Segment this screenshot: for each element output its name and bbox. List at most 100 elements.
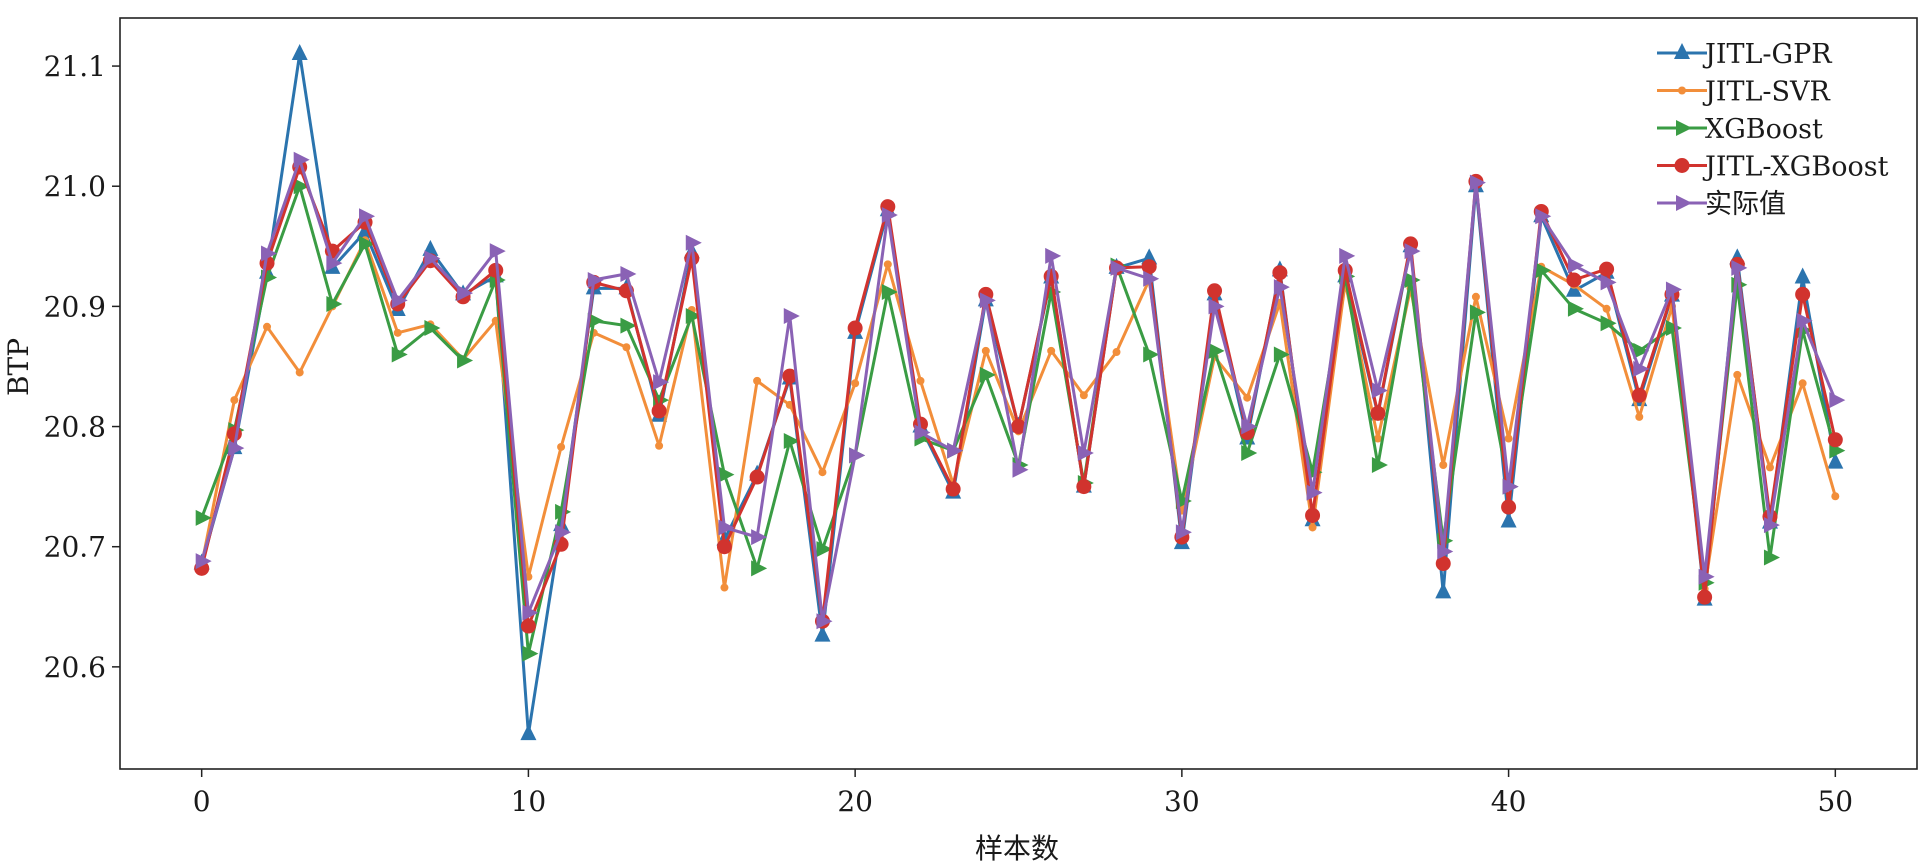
data-point-s4-21 [881, 207, 898, 224]
legend-label-0: JITL-GPR [1702, 39, 1832, 70]
data-point-s4-45 [1665, 281, 1682, 298]
data-point-s4-0 [195, 553, 212, 570]
legend-item-1: JITL-SVR [1657, 77, 1831, 108]
data-point-s4-2 [261, 245, 278, 262]
data-point-s3-18 [782, 368, 798, 384]
data-point-s2-33 [1273, 346, 1290, 363]
data-point-s1-44 [1635, 412, 1644, 421]
x-tick-label-50: 50 [1817, 785, 1853, 818]
data-point-s4-5 [359, 208, 376, 225]
y-axis: 20.6 20.7 20.8 20.9 21.0 21.1 [44, 50, 120, 684]
data-point-s2-24 [979, 366, 996, 383]
data-point-s1-13 [622, 343, 631, 352]
data-point-s4-35 [1339, 247, 1356, 264]
data-point-s4-42 [1567, 257, 1584, 274]
legend-marker-4 [1676, 195, 1692, 211]
data-point-s1-26 [1047, 346, 1056, 355]
data-point-s4-33 [1273, 279, 1290, 296]
series-line-4 [200, 158, 1837, 623]
data-point-s1-24 [981, 346, 990, 355]
data-point-s4-30 [1175, 524, 1192, 541]
data-point-s1-48 [1765, 463, 1774, 472]
data-point-s3-34 [1305, 507, 1321, 523]
data-point-s1-28 [1112, 348, 1121, 357]
data-point-s1-19 [818, 468, 827, 477]
data-point-s2-4 [326, 295, 343, 312]
legend-item-2: XGBoost [1657, 114, 1823, 145]
data-point-s1-3 [295, 368, 304, 377]
data-point-s4-16 [718, 519, 735, 536]
data-point-s3-10 [520, 618, 536, 634]
legend-item-0: JITL-GPR [1657, 39, 1832, 70]
data-point-s1-43 [1602, 304, 1611, 313]
plot-series-group [193, 44, 1846, 741]
x-tick-label-20: 20 [837, 785, 873, 818]
data-point-s2-36 [1371, 456, 1388, 473]
data-point-s1-49 [1798, 379, 1807, 388]
data-point-s4-10 [522, 604, 539, 621]
data-point-s4-48 [1763, 517, 1780, 534]
legend-marker-2 [1676, 120, 1692, 136]
data-point-s3-20 [847, 320, 863, 336]
y-tick-label-1: 20.7 [44, 531, 106, 564]
data-point-s4-1 [228, 440, 245, 457]
data-point-s0-50 [1827, 452, 1844, 469]
data-point-s4-26 [1045, 247, 1062, 264]
data-point-s0-3 [291, 44, 308, 61]
data-point-s2-31 [1208, 342, 1225, 359]
data-point-s1-34 [1308, 523, 1317, 532]
data-point-s4-20 [849, 447, 866, 464]
data-point-s4-17 [751, 529, 768, 546]
data-point-s4-15 [685, 234, 702, 251]
data-point-s3-38 [1435, 556, 1451, 572]
data-point-s3-23 [945, 481, 961, 497]
series-3 [194, 159, 1843, 634]
x-tick-label-30: 30 [1164, 785, 1200, 818]
data-point-s2-6 [391, 346, 408, 363]
data-point-s3-43 [1599, 261, 1615, 277]
series-line-0 [200, 52, 1837, 736]
legend-item-4: 实际值 [1657, 189, 1786, 220]
data-point-s4-7 [424, 250, 441, 267]
data-point-s3-9 [488, 262, 504, 278]
data-point-s2-3 [293, 178, 310, 195]
data-point-s0-19 [814, 625, 831, 642]
data-point-s3-1 [226, 426, 242, 442]
data-point-s2-39 [1469, 304, 1486, 321]
data-point-s3-49 [1795, 286, 1811, 302]
data-point-s0-10 [520, 724, 537, 741]
data-point-s1-32 [1243, 393, 1252, 402]
data-point-s1-16 [720, 583, 729, 592]
data-point-s2-42 [1567, 300, 1584, 317]
data-point-s4-40 [1502, 478, 1519, 495]
legend-marker-3 [1674, 158, 1690, 173]
data-point-s2-45 [1665, 320, 1682, 337]
y-tick-label-5: 21.1 [44, 50, 106, 83]
data-point-s4-44 [1633, 360, 1650, 377]
data-point-s2-18 [783, 432, 800, 449]
data-point-s3-50 [1827, 432, 1843, 448]
data-point-s3-36 [1370, 405, 1386, 421]
data-point-s1-47 [1733, 370, 1742, 379]
data-point-s4-49 [1796, 312, 1813, 329]
data-point-s4-36 [1371, 382, 1388, 399]
data-point-s3-25 [1011, 419, 1026, 435]
series-line-1 [200, 238, 1837, 591]
data-point-s4-29 [1143, 270, 1160, 287]
data-point-s3-33 [1272, 265, 1288, 281]
data-point-s4-47 [1731, 259, 1748, 276]
y-tick-label-3: 20.9 [44, 290, 106, 323]
legend-marker-0 [1674, 43, 1690, 59]
x-tick-label-0: 0 [193, 785, 211, 818]
data-point-s1-1 [230, 396, 239, 405]
data-point-s3-40 [1501, 499, 1517, 515]
data-point-s2-16 [718, 466, 735, 483]
data-point-s2-10 [522, 645, 539, 662]
data-point-s2-43 [1600, 315, 1617, 332]
data-point-s4-22 [914, 424, 931, 441]
series-1 [197, 236, 1840, 593]
legend-item-3: JITL-XGBoost [1657, 152, 1889, 183]
data-point-s4-23 [947, 442, 964, 459]
data-point-s4-11 [555, 524, 572, 541]
data-point-s4-46 [1698, 568, 1715, 585]
